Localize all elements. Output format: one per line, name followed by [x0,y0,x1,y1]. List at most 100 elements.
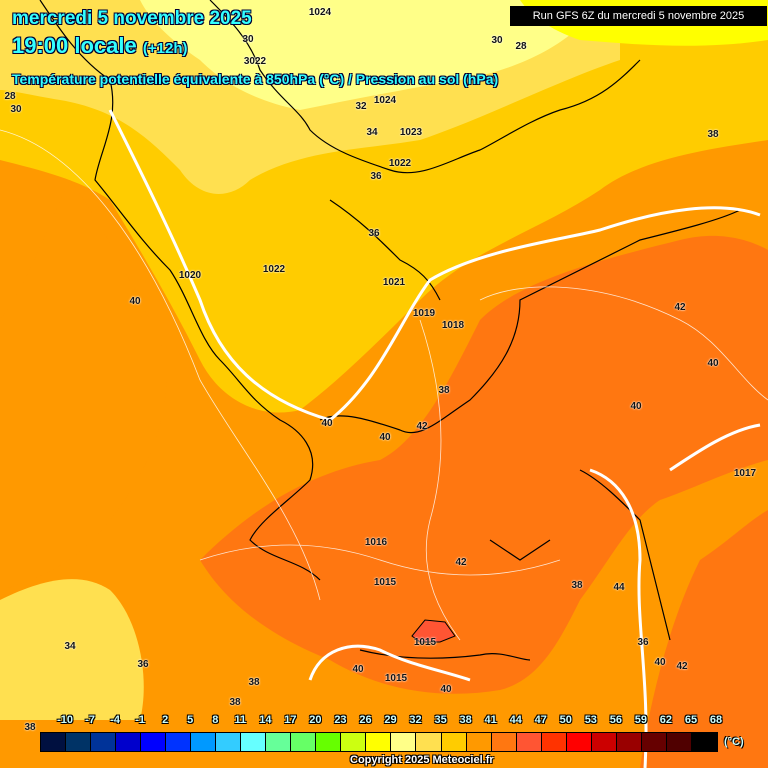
legend-tick: -4 [110,714,120,726]
legend-swatch [491,733,517,751]
legend-tick: 68 [709,714,723,726]
map-value-label: 36 [368,228,380,239]
map-value-label: 34 [366,127,378,138]
map-value-label: 1020 [178,270,202,281]
local-time: 19:00 locale [12,33,137,58]
legend-tick: 44 [509,714,522,726]
map-value-label: 40 [440,684,452,695]
legend-tick: 56 [609,714,622,726]
map-value-label: 36 [137,659,149,670]
map-value-label: 1015 [413,637,437,648]
legend-tick: 26 [359,714,372,726]
map-value-label: 36 [637,637,649,648]
pale-zone-sw [0,579,144,720]
lead-time: (+12h) [142,40,188,57]
legend-swatch [366,733,392,751]
orange-zone-west [0,180,167,590]
forecast-date: mercredi 5 novembre 2025 [12,8,252,29]
legend-tick: 59 [634,714,647,726]
legend-tick: -10 [57,714,73,726]
color-legend [40,732,718,752]
legend-swatch [216,733,242,751]
legend-swatch [241,733,267,751]
map-value-label: 1016 [364,537,388,548]
map-value-label: 38 [248,677,260,688]
legend-swatch [291,733,317,751]
map-value-label: 32 [355,101,367,112]
legend-tick: 47 [534,714,547,726]
legend-tick: 23 [334,714,347,726]
legend-tick: 35 [434,714,447,726]
legend-swatch [91,733,117,751]
legend-swatch [266,733,292,751]
map-value-label: 42 [676,661,688,672]
map-value-label: 40 [352,664,364,675]
dark-orange-zone [200,235,768,694]
legend-swatch [641,733,667,751]
legend-tick: 41 [484,714,497,726]
map-value-label: 1023 [399,127,423,138]
run-info: Run GFS 6Z du mercredi 5 novembre 2025 [510,6,767,26]
legend-tick: 20 [309,714,322,726]
map-value-label: 1021 [382,277,406,288]
thick-isolines [108,109,761,768]
legend-swatch [666,733,692,751]
legend-tick: 2 [162,714,169,726]
legend-tick: 53 [584,714,597,726]
legend-tick: 17 [284,714,297,726]
map-value-label: 40 [707,358,719,369]
map-value-label: 34 [64,641,76,652]
map-value-label: 38 [24,722,36,733]
map-value-label: 28 [4,91,16,102]
legend-swatch [66,733,92,751]
legend-tick: 32 [409,714,422,726]
red-spot [411,619,456,643]
legend-swatch [466,733,492,751]
map-value-label: 1015 [373,577,397,588]
map-value-label: 1017 [733,468,757,479]
map-value-label: 1024 [373,95,397,106]
legend-tick: 5 [187,714,194,726]
parameter-title: Température potentielle équivalente à 85… [12,71,499,87]
map-value-label: 1018 [441,320,465,331]
legend-swatch [591,733,617,751]
map-value-label: 42 [674,302,686,313]
legend-swatch [516,733,542,751]
legend-swatch [41,733,67,751]
forecast-time: 19:00 locale (+12h) [12,33,187,59]
legend-swatch [141,733,167,751]
legend-swatch [691,733,717,751]
map-value-label: 40 [321,418,333,429]
legend-swatch [116,733,142,751]
map-value-label: 30 [242,34,254,45]
map-value-label: 28 [515,41,527,52]
legend-swatch [441,733,467,751]
legend-tick: 65 [684,714,698,726]
map-value-label: 38 [229,697,241,708]
map-value-label: 40 [630,401,642,412]
palest-zone [140,0,600,110]
legend-swatch [541,733,567,751]
legend-tick: 29 [384,714,397,726]
legend-swatch [166,733,192,751]
map-value-label: 30 [10,104,22,115]
legend-tick: 14 [259,714,272,726]
map-value-label: 38 [571,580,583,591]
legend-tick: 11 [234,714,247,726]
map-value-label: 1015 [384,673,408,684]
map-value-label: 1024 [308,7,332,18]
map-value-label: 42 [455,557,467,568]
isobars-theta-e [0,129,768,641]
map-value-label: 38 [438,385,450,396]
legend-swatch [566,733,592,751]
map-value-label: 3022 [243,56,267,67]
legend-tick: 38 [459,714,472,726]
map-value-label: 42 [416,421,428,432]
legend-tick: -1 [135,714,146,726]
map-value-label: 1022 [388,158,412,169]
legend-swatch [416,733,442,751]
legend-tick: 50 [559,714,572,726]
legend-swatch [341,733,367,751]
copyright: Copyright 2025 Meteociel.fr [350,754,494,766]
